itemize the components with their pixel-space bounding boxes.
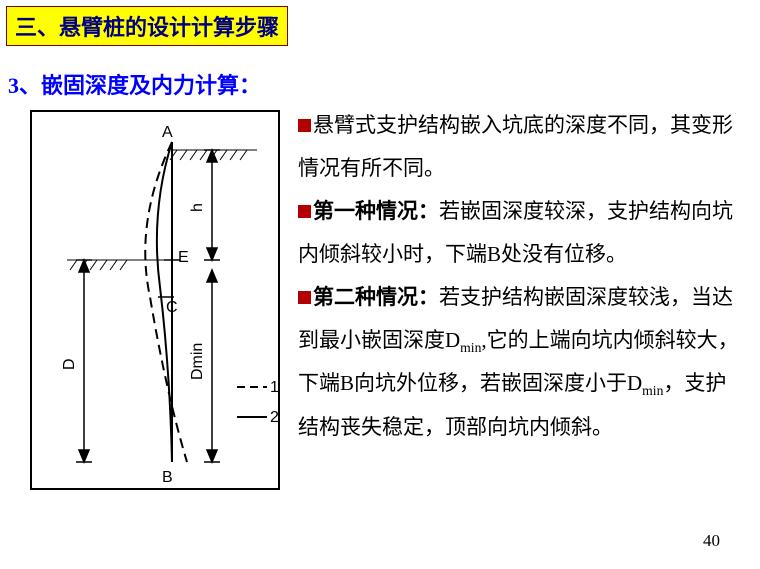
deflection-diagram: A E C B D Dmin h 1 2 — [30, 110, 280, 490]
bullet-icon — [298, 205, 311, 218]
bullet-icon — [298, 119, 311, 132]
legend-2: 2 — [270, 409, 279, 426]
para-3: 第二种情况：若支护结构嵌固深度较浅，当达到最小嵌固深度Dmin,它的上端向坑内倾… — [298, 276, 742, 448]
sub-min-1: min — [460, 340, 481, 355]
label-D: D — [61, 358, 78, 370]
label-B: B — [162, 469, 173, 486]
para-1: 悬臂式支护结构嵌入坑底的深度不同，其变形情况有所不同。 — [298, 104, 742, 190]
section-title: 三、悬臂桩的设计计算步骤 — [6, 6, 288, 46]
body-text: 悬臂式支护结构嵌入坑底的深度不同，其变形情况有所不同。 第一种情况：若嵌固深度较… — [280, 104, 760, 449]
label-E: E — [178, 249, 189, 266]
content-row: A E C B D Dmin h 1 2 悬臂式支护结构嵌入坑底的深度不同，其变… — [0, 104, 760, 490]
para-2: 第一种情况：若嵌固深度较深，支护结构向坑内倾斜较小时，下端B处没有位移。 — [298, 190, 742, 276]
label-C: C — [166, 299, 178, 316]
para-3-lead: 第二种情况： — [313, 285, 439, 309]
para-1-text: 悬臂式支护结构嵌入坑底的深度不同，其变形情况有所不同。 — [298, 113, 733, 180]
label-Dmin: Dmin — [189, 343, 206, 380]
para-2-lead: 第一种情况： — [313, 199, 439, 223]
page-number: 40 — [703, 531, 720, 551]
bullet-icon — [298, 291, 311, 304]
legend-1: 1 — [270, 379, 279, 396]
label-h: h — [189, 203, 206, 212]
sub-min-2: min — [642, 384, 663, 399]
subsection-title: 3、嵌固深度及内力计算： — [8, 68, 760, 100]
label-A: A — [162, 124, 173, 141]
